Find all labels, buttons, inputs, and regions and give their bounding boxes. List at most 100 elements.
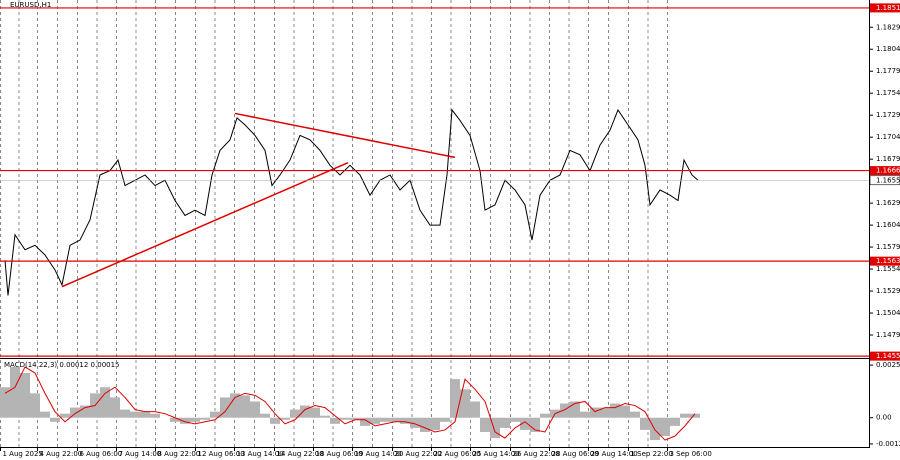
macd-bar <box>670 417 680 426</box>
macd-bar <box>250 401 260 418</box>
macd-bar <box>350 417 360 420</box>
macd-bar <box>630 411 640 418</box>
macd-bar <box>570 401 580 418</box>
macd-bar <box>100 387 110 418</box>
macd-bar <box>60 413 70 418</box>
level-label: 1.1563 <box>876 257 900 265</box>
macd-bar <box>40 411 50 418</box>
macd-bar <box>170 417 180 422</box>
macd-bar <box>30 393 40 418</box>
y-tick-label: 1.1479 <box>876 331 900 339</box>
macd-bar <box>470 401 480 418</box>
y-tick-label: 1.1604 <box>876 221 900 229</box>
y-tick-label: 1.1629 <box>876 199 900 207</box>
macd-bar <box>210 411 220 418</box>
macd-bar <box>220 397 230 418</box>
macd-bar <box>290 409 300 418</box>
macd-bar <box>150 413 160 418</box>
macd-bar <box>240 395 250 418</box>
current-price-box <box>869 175 900 186</box>
x-tick-label: 26 Aug 22:00 <box>513 450 560 458</box>
level-label-box <box>870 256 900 266</box>
macd-bar <box>340 417 350 420</box>
macd-bar <box>370 417 380 424</box>
macd-bar <box>420 417 430 432</box>
x-tick-label: 4 Aug 22:00 <box>40 450 83 458</box>
x-tick-label: 14 Aug 22:00 <box>277 450 324 458</box>
trendline <box>61 161 349 288</box>
x-tick-label: 29 Aug 14:00 <box>591 450 638 458</box>
macd-bar <box>620 405 630 418</box>
macd-bar <box>380 417 390 422</box>
x-tick-label: 8 Aug 22:00 <box>158 450 201 458</box>
macd-bar <box>140 411 150 418</box>
y-tick-label: 1.1529 <box>876 287 900 295</box>
macd-bar <box>120 409 130 418</box>
level-label-box <box>870 166 900 176</box>
y-tick-label: 1.1729 <box>876 111 900 119</box>
macd-bar <box>330 417 340 424</box>
x-tick-label: 18 Aug 06:00 <box>316 450 363 458</box>
macd-bar <box>480 417 490 432</box>
macd-bar <box>310 407 320 418</box>
macd-bar <box>50 417 60 422</box>
macd-bar <box>110 397 120 418</box>
macd-bar <box>320 415 330 418</box>
y-tick-label: 1.1504 <box>876 309 900 317</box>
macd-bar <box>430 417 440 430</box>
macd-bar <box>20 373 30 418</box>
x-tick-label: 19 Aug 14:00 <box>355 450 402 458</box>
macd-bar <box>390 417 400 422</box>
macd-bar <box>260 413 270 418</box>
x-tick-label: 1 Aug 2025 <box>3 450 43 458</box>
y-tick-label: 1.1829 <box>876 23 900 31</box>
x-tick-label: 25 Aug 14:00 <box>473 450 520 458</box>
y-tick-label: 1.1579 <box>876 243 900 251</box>
x-tick-label: 3 Sep 06:00 <box>670 450 712 458</box>
y-tick-label: 1.1704 <box>876 133 900 141</box>
macd-bar <box>540 413 550 418</box>
macd-bar <box>530 417 540 432</box>
macd-bar <box>270 417 280 424</box>
macd-bar <box>440 417 450 422</box>
macd-bar <box>410 417 420 428</box>
y-tick-label: 1.1554 <box>876 265 900 273</box>
x-tick-label: 20 Aug 22:00 <box>395 450 442 458</box>
y-tick-label: 0.00259 <box>876 361 900 369</box>
macd-bar <box>70 407 80 418</box>
macd-bar <box>510 417 520 422</box>
y-tick-label: 1.1754 <box>876 89 900 97</box>
level-label-box <box>870 351 900 361</box>
y-tick-label: -0.00129 <box>876 440 900 448</box>
macd-bar <box>610 403 620 418</box>
macd-bar <box>80 405 90 418</box>
x-tick-label: 1 Sep 22:00 <box>631 450 673 458</box>
macd-bar <box>600 407 610 418</box>
macd-bar <box>520 417 530 430</box>
macd-bar <box>690 413 700 418</box>
macd-bar <box>200 417 210 420</box>
macd-bar <box>130 411 140 418</box>
level-label: 1.1666 <box>876 167 900 175</box>
x-tick-label: 12 Aug 06:00 <box>198 450 245 458</box>
x-tick-label: 7 Aug 14:00 <box>119 450 162 458</box>
macd-title: MACD(14,22,3) 0.00012 0.00015 <box>4 361 120 369</box>
macd-bar <box>560 403 570 418</box>
y-tick-label: 1.1779 <box>876 67 900 75</box>
macd-bar <box>280 417 290 420</box>
macd-bar <box>660 417 670 437</box>
level-label-box <box>870 3 900 13</box>
macd-bar <box>590 407 600 418</box>
current-price-label: 1.1655 <box>876 176 900 184</box>
macd-bar <box>500 417 510 428</box>
level-label: 1.1851 <box>876 4 900 12</box>
y-tick-label: 1.1804 <box>876 45 900 53</box>
y-tick-label: 0.00 <box>876 414 892 422</box>
macd-bar <box>300 405 310 418</box>
x-tick-label: 6 Aug 06:00 <box>80 450 123 458</box>
macd-bar <box>490 417 500 439</box>
macd-bar <box>10 366 20 418</box>
macd-bar <box>190 417 200 422</box>
x-tick-label: 28 Aug 06:00 <box>552 450 599 458</box>
